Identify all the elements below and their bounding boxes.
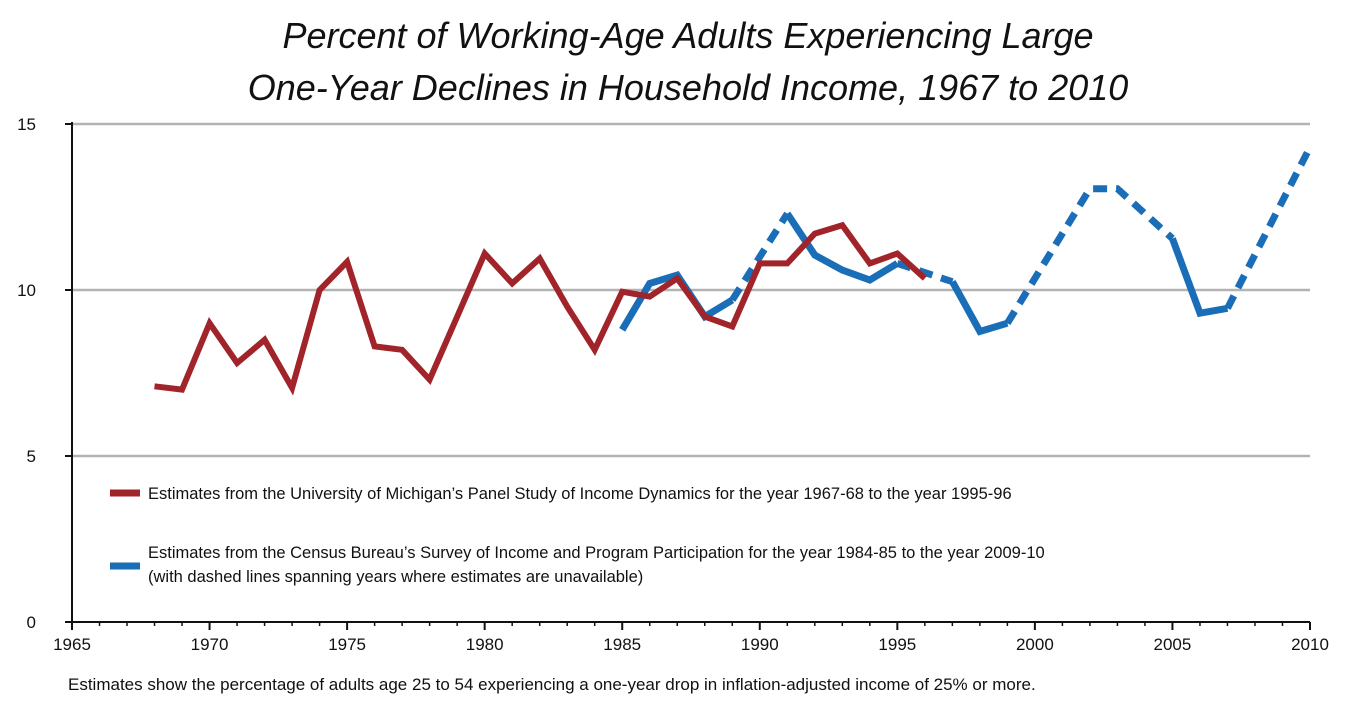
x-tick-label-1985: 1985	[603, 635, 641, 654]
series-sipp-segment-4-solid	[949, 280, 1009, 336]
series-sipp-segment-6-solid	[1169, 237, 1229, 318]
series-sipp-segment-5-dashed	[1004, 185, 1175, 326]
legend-label-psid: Estimates from the University of Michiga…	[148, 485, 1012, 503]
series-psid-line	[154, 221, 927, 396]
y-tick-label-5: 5	[27, 447, 36, 466]
x-tick-label-1965: 1965	[53, 635, 91, 654]
legend-label-sipp-note: (with dashed lines spanning years where …	[148, 568, 643, 586]
y-axis-ticks: 0 5 10 15	[17, 115, 72, 632]
x-tick-label-2005: 2005	[1154, 635, 1192, 654]
x-tick-label-1995: 1995	[878, 635, 916, 654]
y-tick-label-15: 15	[17, 115, 36, 134]
x-tick-label-1970: 1970	[191, 635, 229, 654]
series-sipp-segment-1-dashed	[729, 211, 791, 302]
x-tick-label-2010: 2010	[1291, 635, 1329, 654]
legend: Estimates from the University of Michiga…	[110, 485, 1045, 586]
chart-title-line-1: Percent of Working-Age Adults Experienci…	[282, 15, 1093, 56]
chart-footnote: Estimates show the percentage of adults …	[68, 675, 1036, 694]
x-tick-label-1975: 1975	[328, 635, 366, 654]
chart-title-line-2: One-Year Declines in Household Income, 1…	[248, 67, 1129, 108]
x-axis-ticks: 1965 1970 1975 1980 1985 1990 1995 2000 2005 2010	[53, 622, 1329, 654]
x-tick-label-1990: 1990	[741, 635, 779, 654]
x-tick-label-2000: 2000	[1016, 635, 1054, 654]
x-tick-label-1980: 1980	[466, 635, 504, 654]
axes	[71, 122, 1310, 623]
series-sipp-segment-7-dashed	[1224, 145, 1314, 310]
series-lines	[154, 145, 1314, 396]
y-tick-label-10: 10	[17, 281, 36, 300]
y-tick-label-0: 0	[27, 613, 36, 632]
series-sipp-segment-3-dashed	[896, 260, 954, 286]
legend-label-sipp: Estimates from the Census Bureau’s Surve…	[148, 544, 1045, 562]
